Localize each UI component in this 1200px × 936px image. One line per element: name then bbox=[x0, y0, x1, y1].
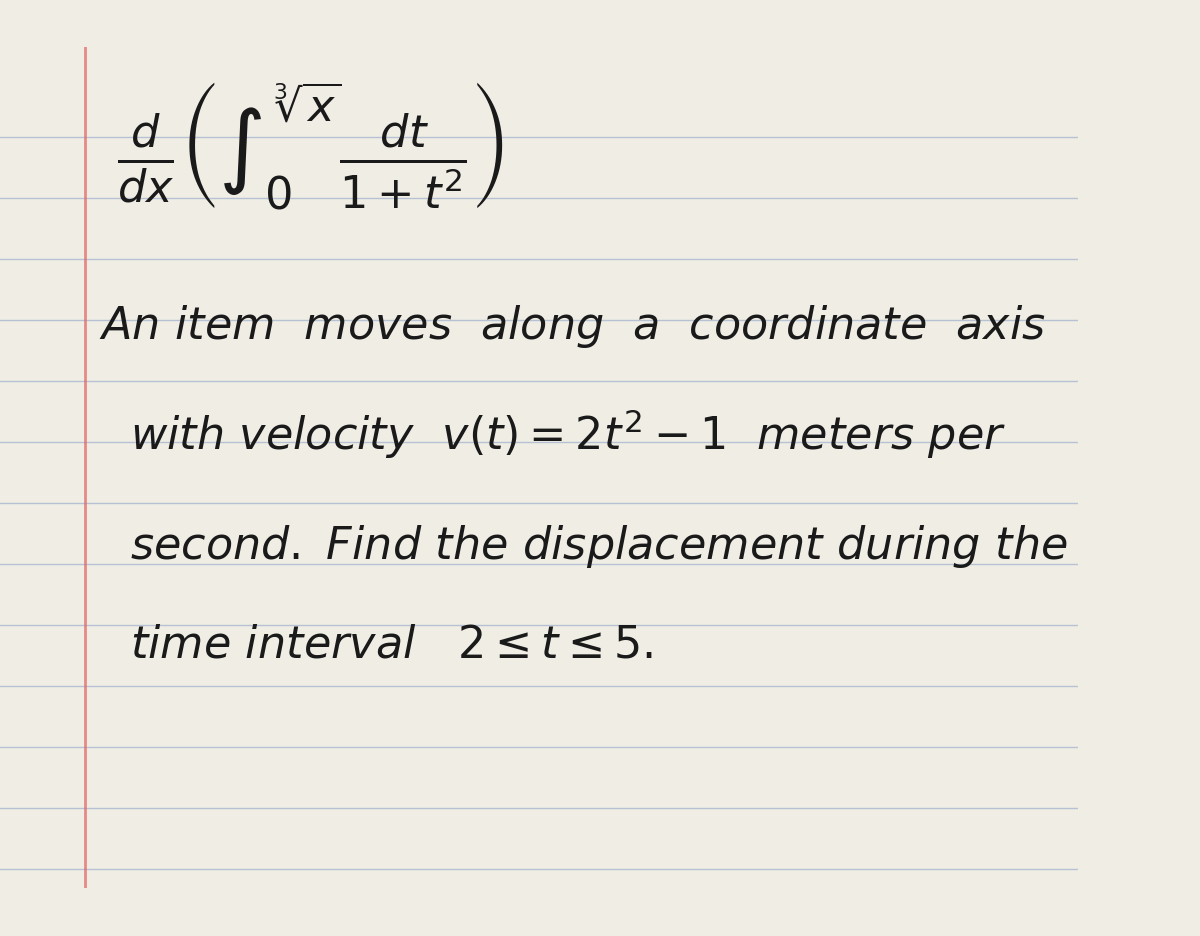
Text: $\mathit{time\ interval\ \ \ }2 \leq t \leq 5.$: $\mathit{time\ interval\ \ \ }2 \leq t \… bbox=[131, 622, 653, 665]
Text: $\mathit{second.\ Find\ the\ displacement\ during\ the}$: $\mathit{second.\ Find\ the\ displacemen… bbox=[131, 522, 1068, 569]
Text: $\mathit{with\ velocity\ \ }v(t) = 2t^2 - 1\mathit{\ \ meters\ per}$: $\mathit{with\ velocity\ \ }v(t) = 2t^2 … bbox=[131, 406, 1007, 461]
Text: $\frac{d}{dx}\left(\int_0^{\sqrt[3]{x}} \frac{dt}{1+t^2}\right)$: $\frac{d}{dx}\left(\int_0^{\sqrt[3]{x}} … bbox=[116, 80, 504, 212]
Text: $\mathit{An\ item\ \ moves\ \ along\ \ a\ \ coordinate\ \ axis}$: $\mathit{An\ item\ \ moves\ \ along\ \ a… bbox=[98, 302, 1045, 349]
